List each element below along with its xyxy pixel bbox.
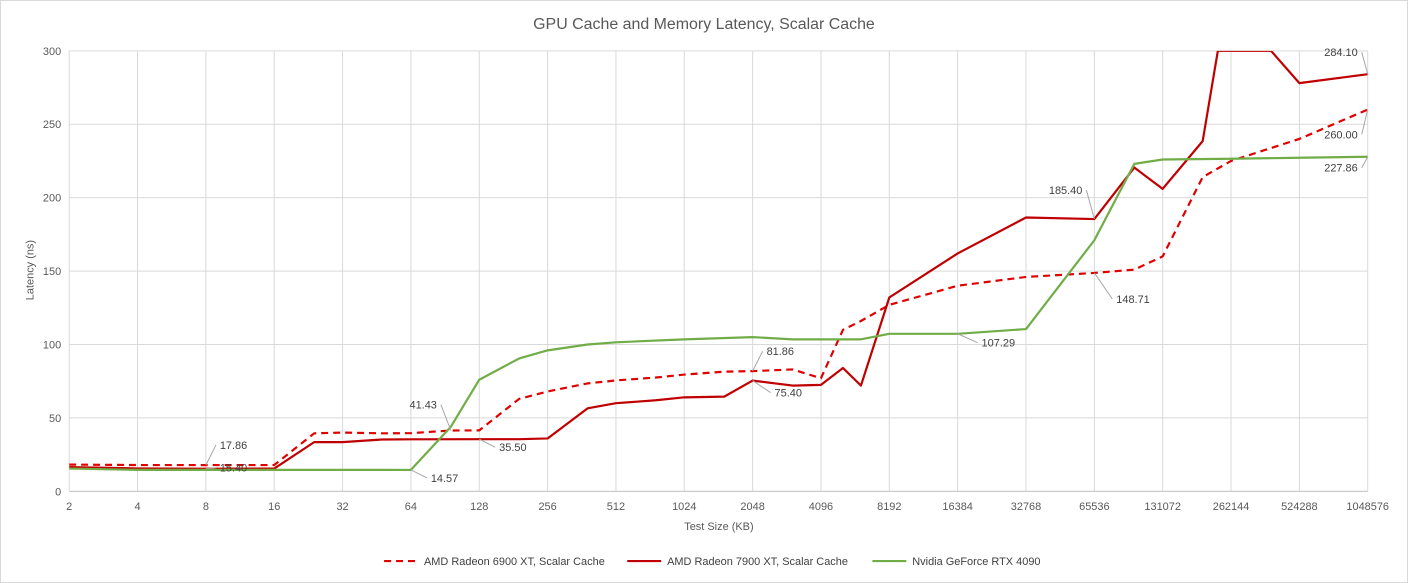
x-tick-label: 16 (268, 501, 280, 513)
data-label: 260.00 (1324, 129, 1358, 141)
x-tick-label: 1024 (672, 501, 696, 513)
x-tick-label: 8192 (877, 501, 901, 513)
y-tick-label: 0 (55, 486, 61, 498)
callout-leader (440, 404, 452, 431)
x-tick-label: 256 (538, 501, 556, 513)
data-label: 15.40 (220, 463, 247, 475)
legend-label-3: Nvidia GeForce RTX 4090 (912, 556, 1040, 568)
series-line-1 (69, 108, 1368, 467)
x-tick-label: 16384 (942, 501, 972, 513)
legend-label-2: AMD Radeon 7900 XT, Scalar Cache (667, 556, 848, 568)
data-label: 14.57 (431, 473, 458, 485)
y-tick-label: 250 (43, 119, 61, 131)
callout-leader (752, 350, 764, 372)
callout-leader (1093, 272, 1113, 300)
x-tick-label: 64 (405, 501, 417, 513)
x-tick-label: 128 (470, 501, 488, 513)
legend: AMD Radeon 6900 XT, Scalar Cache AMD Rade… (384, 556, 1041, 568)
x-tick-label: 131072 (1144, 501, 1181, 513)
data-label: 17.86 (220, 440, 247, 452)
x-tick-label: 524288 (1281, 501, 1318, 513)
gridlines (68, 50, 1369, 492)
data-label: 75.40 (775, 388, 802, 400)
x-tick-label: 65536 (1079, 501, 1109, 513)
callout-leader (1361, 156, 1369, 168)
callout-leader (1361, 52, 1369, 75)
callout-leader (957, 333, 978, 344)
legend-label-1: AMD Radeon 6900 XT, Scalar Cache (424, 556, 605, 568)
callout-leader (1085, 190, 1095, 220)
callout-leader (1361, 109, 1369, 135)
x-tick-label: 32768 (1011, 501, 1041, 513)
data-label: 35.50 (499, 442, 526, 454)
data-label: 185.40 (1049, 185, 1083, 197)
y-tick-label: 300 (43, 46, 61, 58)
y-tick-label: 100 (43, 339, 61, 351)
x-tick-label: 1048576 (1346, 501, 1389, 513)
x-tick-label: 2 (66, 501, 72, 513)
data-label: 81.86 (767, 346, 794, 358)
series-line-3 (69, 155, 1368, 472)
x-tick-label: 262144 (1213, 501, 1250, 513)
y-tick-label: 50 (49, 413, 61, 425)
x-axis-label: Test Size (KB) (684, 521, 753, 533)
y-tick-label: 150 (43, 266, 61, 278)
data-label: 284.10 (1324, 47, 1358, 59)
x-tick-label: 2048 (740, 501, 764, 513)
data-label: 41.43 (410, 400, 437, 412)
data-label: 148.71 (1116, 294, 1150, 306)
series-lines (69, 50, 1368, 472)
callout-leader (205, 467, 216, 470)
callout-leader (752, 380, 771, 393)
data-label: 227.86 (1324, 163, 1358, 175)
callout-leader (479, 438, 496, 448)
x-tick-label: 4096 (809, 501, 833, 513)
series-line-2 (69, 50, 1368, 470)
x-tick-label: 512 (607, 501, 625, 513)
axes: 0 50 100 150 200 250 300 2 4 8 16 32 64 128 256 512 1024… (43, 46, 1389, 513)
data-callouts: 17.86 15.40 41.43 14.57 35.50 81.86 75.40 107.2… (205, 47, 1369, 485)
x-tick-label: 8 (203, 501, 209, 513)
callout-leader (205, 444, 217, 466)
chart-title: GPU Cache and Memory Latency, Scalar Cac… (533, 16, 875, 33)
data-label: 107.29 (982, 338, 1016, 350)
callout-leader (410, 469, 428, 479)
y-axis-label: Latency (ns) (24, 240, 36, 300)
y-tick-label: 200 (43, 193, 61, 205)
x-tick-label: 32 (336, 501, 348, 513)
x-tick-label: 4 (134, 501, 140, 513)
